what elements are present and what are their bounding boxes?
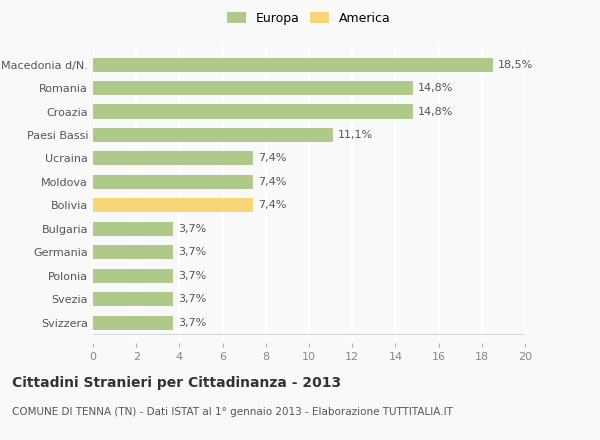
Text: 7,4%: 7,4% — [258, 200, 287, 210]
Text: 7,4%: 7,4% — [258, 177, 287, 187]
Bar — [93, 269, 173, 283]
Bar — [93, 292, 173, 306]
Bar — [93, 222, 173, 236]
Text: 7,4%: 7,4% — [258, 154, 287, 163]
Text: 14,8%: 14,8% — [418, 83, 454, 93]
Text: 18,5%: 18,5% — [498, 60, 533, 70]
Text: Cittadini Stranieri per Cittadinanza - 2013: Cittadini Stranieri per Cittadinanza - 2… — [12, 376, 341, 390]
Text: 3,7%: 3,7% — [178, 247, 206, 257]
Legend: Europa, America: Europa, America — [224, 8, 394, 29]
Text: 3,7%: 3,7% — [178, 224, 206, 234]
Bar — [93, 315, 173, 330]
Bar — [93, 245, 173, 259]
Text: 14,8%: 14,8% — [418, 106, 454, 117]
Text: 3,7%: 3,7% — [178, 294, 206, 304]
Bar — [93, 151, 253, 165]
Text: COMUNE DI TENNA (TN) - Dati ISTAT al 1° gennaio 2013 - Elaborazione TUTTITALIA.I: COMUNE DI TENNA (TN) - Dati ISTAT al 1° … — [12, 407, 453, 417]
Bar — [93, 128, 333, 142]
Text: 3,7%: 3,7% — [178, 318, 206, 327]
Bar — [93, 104, 413, 118]
Bar — [93, 175, 253, 189]
Text: 11,1%: 11,1% — [338, 130, 373, 140]
Bar — [93, 58, 493, 72]
Text: 3,7%: 3,7% — [178, 271, 206, 281]
Bar — [93, 81, 413, 95]
Bar — [93, 198, 253, 213]
